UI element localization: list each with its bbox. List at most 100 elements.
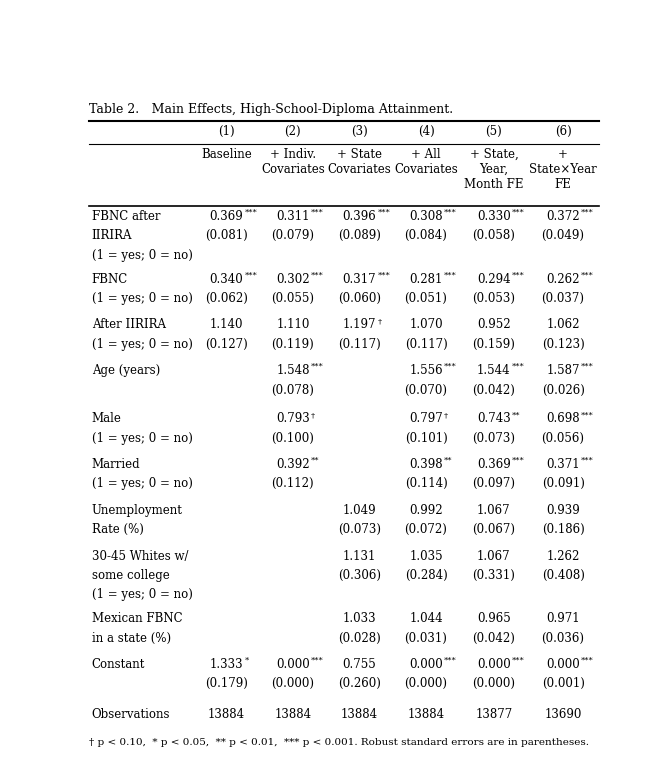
Text: (0.097): (0.097) [472, 477, 515, 490]
Text: ***: *** [581, 411, 594, 419]
Text: (0.186): (0.186) [541, 523, 584, 536]
Text: (0.159): (0.159) [472, 338, 515, 350]
Text: 0.939: 0.939 [546, 504, 580, 517]
Text: 0.952: 0.952 [477, 318, 511, 332]
Text: in a state (%): in a state (%) [92, 632, 171, 644]
Text: + All
Covariates: + All Covariates [394, 148, 458, 176]
Text: 1.548: 1.548 [276, 364, 310, 377]
Text: 0.317: 0.317 [343, 273, 376, 285]
Text: (0.070): (0.070) [405, 383, 448, 396]
Text: (0.091): (0.091) [541, 477, 584, 490]
Text: 1.070: 1.070 [409, 318, 443, 332]
Text: 0.793: 0.793 [276, 412, 310, 425]
Text: (1 = yes; 0 = no): (1 = yes; 0 = no) [92, 588, 193, 601]
Text: (0.049): (0.049) [541, 229, 584, 242]
Text: 13884: 13884 [208, 708, 245, 721]
Text: 0.311: 0.311 [276, 210, 310, 223]
Text: ***: *** [512, 209, 525, 217]
Text: Constant: Constant [92, 658, 145, 671]
Text: 13690: 13690 [544, 708, 582, 721]
Text: (0.036): (0.036) [541, 632, 584, 644]
Text: + Indiv.
Covariates: + Indiv. Covariates [261, 148, 325, 176]
Text: (3): (3) [351, 124, 368, 138]
Text: ***: *** [581, 209, 594, 217]
Text: 0.330: 0.330 [477, 210, 511, 223]
Text: 0.392: 0.392 [276, 458, 310, 471]
Text: 0.372: 0.372 [546, 210, 580, 223]
Text: Age (years): Age (years) [92, 364, 160, 377]
Text: 0.000: 0.000 [546, 658, 580, 671]
Text: (0.056): (0.056) [541, 432, 584, 445]
Text: (0.001): (0.001) [541, 677, 584, 691]
Text: (0.055): (0.055) [272, 292, 315, 305]
Text: 1.049: 1.049 [343, 504, 376, 517]
Text: 1.110: 1.110 [276, 318, 309, 332]
Text: (0.042): (0.042) [472, 632, 515, 644]
Text: + State,
Year,
Month FE: + State, Year, Month FE [464, 148, 523, 191]
Text: 13884: 13884 [341, 708, 378, 721]
Text: (0.062): (0.062) [205, 292, 248, 305]
Text: 1.140: 1.140 [209, 318, 243, 332]
Text: (0.000): (0.000) [405, 677, 448, 691]
Text: (0.117): (0.117) [405, 338, 448, 350]
Text: (0.078): (0.078) [272, 383, 314, 396]
Text: (4): (4) [417, 124, 434, 138]
Text: Unemployment: Unemployment [92, 504, 183, 517]
Text: †: † [378, 317, 382, 325]
Text: (0.117): (0.117) [338, 338, 381, 350]
Text: **: ** [512, 411, 521, 419]
Text: (0.037): (0.037) [541, 292, 584, 305]
Text: (0.026): (0.026) [541, 383, 584, 396]
Text: ***: *** [311, 363, 324, 371]
Text: (1 = yes; 0 = no): (1 = yes; 0 = no) [92, 249, 193, 262]
Text: 0.000: 0.000 [276, 658, 310, 671]
Text: (0.260): (0.260) [338, 677, 381, 691]
Text: *: * [244, 657, 249, 665]
Text: (0.119): (0.119) [272, 338, 314, 350]
Text: ***: *** [512, 271, 525, 279]
Text: 0.000: 0.000 [477, 658, 511, 671]
Text: ***: *** [444, 363, 457, 371]
Text: (0.123): (0.123) [541, 338, 584, 350]
Text: (0.081): (0.081) [205, 229, 248, 242]
Text: ***: *** [444, 657, 457, 665]
Text: (0.100): (0.100) [272, 432, 314, 445]
Text: (1 = yes; 0 = no): (1 = yes; 0 = no) [92, 477, 193, 490]
Text: FBNC: FBNC [92, 273, 128, 285]
Text: 0.371: 0.371 [546, 458, 580, 471]
Text: (0.112): (0.112) [272, 477, 314, 490]
Text: (0.000): (0.000) [272, 677, 315, 691]
Text: (0.084): (0.084) [405, 229, 448, 242]
Text: 1.062: 1.062 [546, 318, 580, 332]
Text: FBNC after: FBNC after [92, 210, 160, 223]
Text: 0.369: 0.369 [477, 458, 511, 471]
Text: 13877: 13877 [475, 708, 513, 721]
Text: (0.031): (0.031) [405, 632, 448, 644]
Text: (0.067): (0.067) [472, 523, 515, 536]
Text: †: † [311, 411, 315, 419]
Text: ***: *** [512, 657, 525, 665]
Text: ***: *** [512, 363, 525, 371]
Text: ***: *** [378, 209, 391, 217]
Text: 0.302: 0.302 [276, 273, 310, 285]
Text: 0.698: 0.698 [546, 412, 580, 425]
Text: 13884: 13884 [274, 708, 311, 721]
Text: Male: Male [92, 412, 121, 425]
Text: After IIRIRA: After IIRIRA [92, 318, 166, 332]
Text: Mexican FBNC: Mexican FBNC [92, 612, 183, 626]
Text: (2): (2) [285, 124, 301, 138]
Text: (0.053): (0.053) [472, 292, 515, 305]
Text: 1.333: 1.333 [209, 658, 243, 671]
Text: ***: *** [311, 657, 324, 665]
Text: (0.072): (0.072) [405, 523, 448, 536]
Text: 0.262: 0.262 [546, 273, 580, 285]
Text: 0.308: 0.308 [409, 210, 443, 223]
Text: 1.067: 1.067 [477, 550, 511, 563]
Text: 1.544: 1.544 [477, 364, 511, 377]
Text: 0.755: 0.755 [343, 658, 376, 671]
Text: 1.044: 1.044 [409, 612, 443, 626]
Text: (0.331): (0.331) [472, 569, 515, 582]
Text: (0.028): (0.028) [338, 632, 381, 644]
Text: 30-45 Whites w/: 30-45 Whites w/ [92, 550, 188, 563]
Text: Observations: Observations [92, 708, 170, 721]
